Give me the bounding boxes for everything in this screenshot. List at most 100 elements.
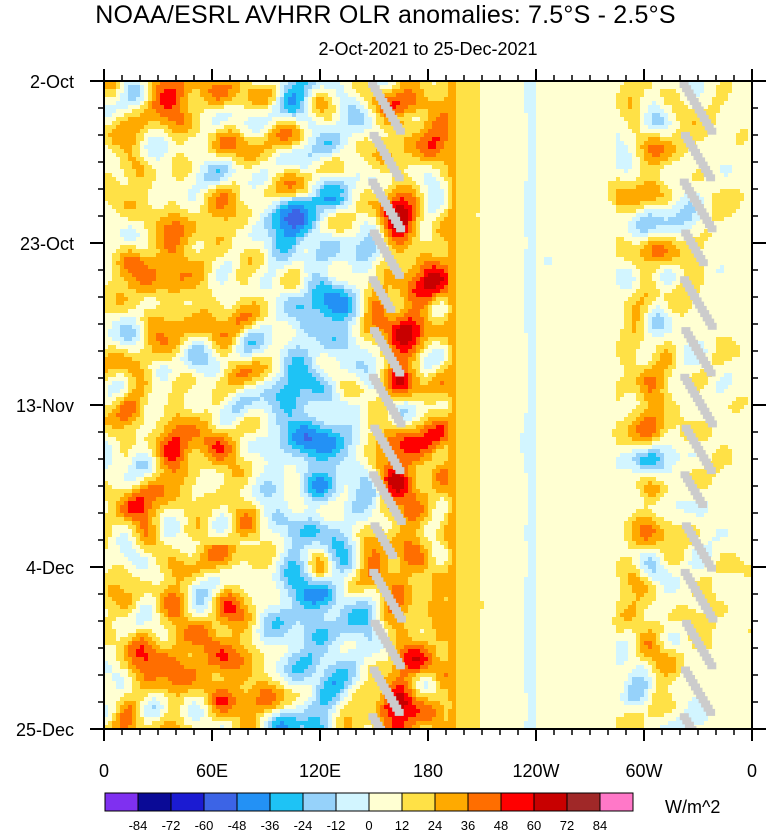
field-cell xyxy=(564,165,569,170)
field-cell xyxy=(712,149,717,154)
field-cell xyxy=(220,121,225,126)
field-cell xyxy=(420,137,425,142)
field-cell xyxy=(636,101,641,106)
field-cell xyxy=(460,145,465,150)
field-cell xyxy=(584,165,589,170)
field-cell xyxy=(328,161,333,166)
field-cell xyxy=(720,189,725,194)
field-cell xyxy=(256,125,261,130)
field-cell xyxy=(420,161,425,166)
field-cell xyxy=(268,169,273,174)
field-cell xyxy=(408,185,413,190)
field-cell xyxy=(396,97,401,102)
field-cell xyxy=(732,121,737,126)
field-cell xyxy=(200,129,205,134)
field-cell xyxy=(708,149,713,154)
field-cell xyxy=(728,185,733,190)
field-cell xyxy=(140,137,145,142)
field-cell xyxy=(192,173,197,178)
field-cell xyxy=(548,117,553,122)
field-cell xyxy=(260,141,265,146)
field-cell xyxy=(496,137,501,142)
field-cell xyxy=(132,193,137,198)
field-cell xyxy=(580,109,585,114)
field-cell xyxy=(304,129,309,134)
field-cell xyxy=(128,153,133,158)
field-cell xyxy=(156,141,161,146)
field-cell xyxy=(672,149,677,154)
field-cell xyxy=(740,137,745,142)
field-cell xyxy=(300,181,305,186)
field-cell xyxy=(680,153,685,158)
field-cell xyxy=(668,97,673,102)
field-cell xyxy=(184,165,189,170)
field-cell xyxy=(436,89,441,94)
field-cell xyxy=(304,161,309,166)
field-cell xyxy=(176,129,181,134)
field-cell xyxy=(140,181,145,186)
field-cell xyxy=(628,85,633,90)
field-cell xyxy=(472,149,477,154)
field-cell xyxy=(544,85,549,90)
field-cell xyxy=(640,181,645,186)
field-cell xyxy=(420,141,425,146)
field-cell xyxy=(628,93,633,98)
field-cell xyxy=(708,181,713,186)
field-cell xyxy=(540,165,545,170)
field-cell xyxy=(608,137,613,142)
field-cell xyxy=(164,109,169,114)
field-cell xyxy=(148,165,153,170)
field-cell xyxy=(504,121,509,126)
field-cell xyxy=(296,137,301,142)
field-cell xyxy=(720,161,725,166)
field-cell xyxy=(564,93,569,98)
field-cell xyxy=(624,153,629,158)
field-cell xyxy=(648,177,653,182)
field-cell xyxy=(600,149,605,154)
field-cell xyxy=(488,101,493,106)
field-cell xyxy=(420,121,425,126)
field-cell xyxy=(580,201,585,206)
field-cell xyxy=(524,185,529,190)
field-cell xyxy=(616,105,621,110)
field-cell xyxy=(192,161,197,166)
field-cell xyxy=(672,101,677,106)
field-cell xyxy=(316,93,321,98)
field-cell xyxy=(364,121,369,126)
field-cell xyxy=(144,177,149,182)
field-cell xyxy=(440,121,445,126)
field-cell xyxy=(580,197,585,202)
field-cell xyxy=(312,117,317,122)
field-cell xyxy=(380,181,385,186)
field-cell xyxy=(556,85,561,90)
field-cell xyxy=(288,121,293,126)
field-cell xyxy=(532,117,537,122)
field-cell xyxy=(232,161,237,166)
field-cell xyxy=(328,105,333,110)
field-cell xyxy=(544,93,549,98)
field-cell xyxy=(548,153,553,158)
field-cell xyxy=(540,197,545,202)
field-cell xyxy=(500,121,505,126)
field-cell xyxy=(512,165,517,170)
field-cell xyxy=(404,145,409,150)
field-cell xyxy=(180,185,185,190)
field-cell xyxy=(344,121,349,126)
field-cell xyxy=(596,141,601,146)
field-cell xyxy=(372,197,377,202)
field-cell xyxy=(720,105,725,110)
field-cell xyxy=(324,137,329,142)
field-cell xyxy=(172,137,177,142)
field-cell xyxy=(480,197,485,202)
field-cell xyxy=(480,173,485,178)
field-cell xyxy=(440,105,445,110)
field-cell xyxy=(360,201,365,206)
field-cell xyxy=(172,133,177,138)
field-cell xyxy=(516,153,521,158)
field-cell xyxy=(392,201,397,206)
field-cell xyxy=(204,141,209,146)
field-cell xyxy=(216,105,221,110)
field-cell xyxy=(268,97,273,102)
field-cell xyxy=(112,101,117,106)
field-cell xyxy=(156,105,161,110)
